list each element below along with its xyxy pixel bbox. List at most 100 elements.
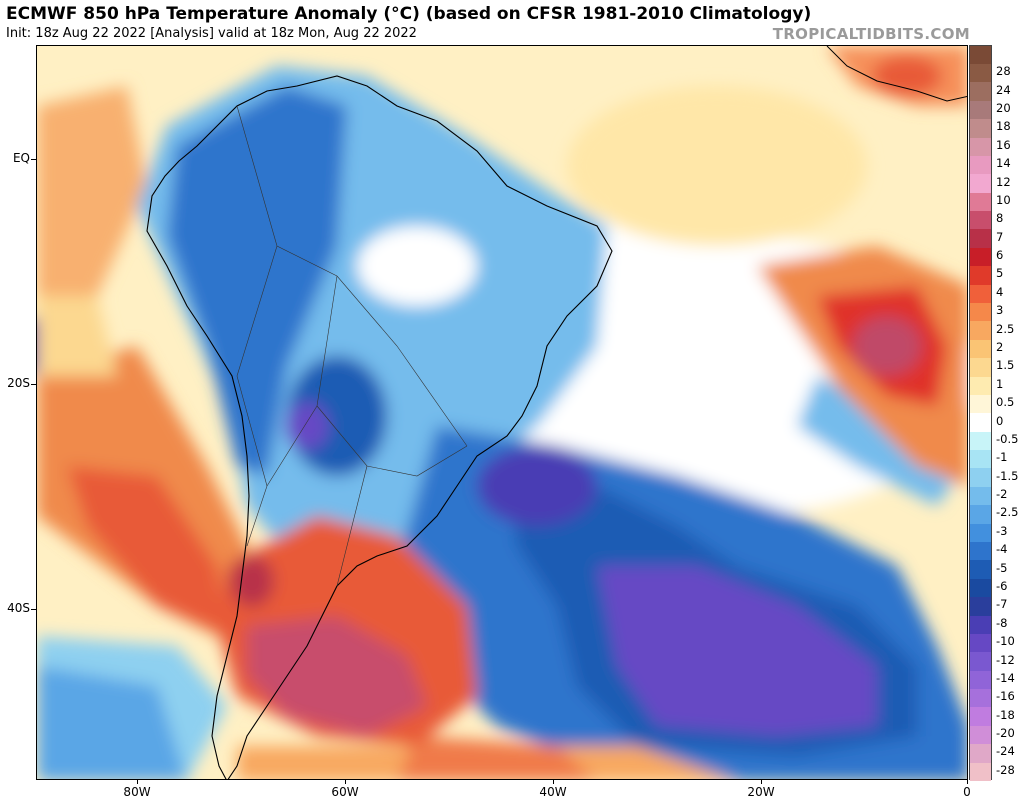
colorbar-label: 28: [996, 64, 1011, 79]
lat-tick: [31, 609, 36, 610]
colorbar-swatch: [970, 211, 991, 230]
lon-label-60w: 60W: [331, 785, 359, 799]
colorbar-swatch: [970, 523, 991, 543]
anomaly-map: [36, 45, 968, 780]
lon-tick: [967, 780, 968, 784]
colorbar-label: -28: [996, 762, 1015, 777]
colorbar-label: 18: [996, 119, 1011, 134]
colorbar-label: -2: [996, 487, 1008, 502]
colorbar-swatch: [970, 670, 991, 690]
lon-tick: [553, 780, 554, 784]
colorbar-swatch: [970, 597, 991, 617]
colorbar-swatch: [970, 505, 991, 525]
lon-tick: [345, 780, 346, 784]
colorbar-label: -7: [996, 597, 1008, 612]
colorbar-swatch: [970, 321, 991, 341]
lon-label-20w: 20W: [747, 785, 775, 799]
colorbar-label: 2.5: [996, 321, 1015, 336]
colorbar-label: -3: [996, 523, 1008, 538]
colorbar-label: -12: [996, 652, 1015, 667]
colorbar-label: 14: [996, 156, 1011, 171]
colorbar-label: -1.5: [996, 468, 1019, 483]
lat-tick: [31, 159, 36, 160]
map-subtitle: Init: 18z Aug 22 2022 [Analysis] valid a…: [6, 26, 417, 41]
africa-coastline: [826, 46, 967, 102]
colorbar-swatch: [970, 652, 991, 672]
colorbar-swatch: [970, 560, 991, 580]
colorbar-label: 1.5: [996, 358, 1015, 373]
colorbar-label: -14: [996, 670, 1015, 685]
colorbar-swatch: [970, 431, 991, 451]
lon-label-40w: 40W: [539, 785, 567, 799]
map-title: ECMWF 850 hPa Temperature Anomaly (°C) (…: [6, 4, 812, 24]
colorbar-label: -10: [996, 634, 1015, 649]
colorbar-swatch: [970, 633, 991, 653]
colorbar-swatch: [970, 229, 991, 249]
colorbar-swatch: [970, 119, 991, 139]
colorbar-label: 0: [996, 413, 1004, 428]
colorbar-swatch: [970, 542, 991, 561]
colorbar-label: -20: [996, 726, 1015, 741]
colorbar-label: 10: [996, 192, 1011, 207]
colorbar-swatch: [970, 247, 991, 267]
colorbar-swatch: [970, 578, 991, 598]
colorbar-swatch: [970, 450, 991, 469]
colorbar-label: 4: [996, 284, 1004, 299]
colorbar-label: -4: [996, 542, 1008, 557]
colorbar-swatch: [970, 46, 991, 64]
colorbar-swatch: [970, 284, 991, 304]
lon-tick: [137, 780, 138, 784]
lat-tick: [31, 384, 36, 385]
colorbar-swatch: [970, 762, 991, 782]
brand-watermark: TROPICALTIDBITS.COM: [772, 25, 970, 43]
colorbar-label: -24: [996, 744, 1015, 759]
country-borders: [236, 105, 468, 587]
colorbar-label: 7: [996, 229, 1004, 244]
colorbar-label: 6: [996, 248, 1004, 263]
colorbar-swatch: [970, 174, 991, 194]
colorbar-label: 8: [996, 211, 1004, 226]
colorbar-swatch: [970, 615, 991, 635]
colorbar-label: 20: [996, 100, 1011, 115]
colorbar-swatch: [970, 192, 991, 212]
anomaly-field: [37, 46, 967, 779]
colorbar-label: -6: [996, 578, 1008, 593]
lat-label-eq: EQ: [12, 151, 30, 165]
colorbar-swatch: [970, 413, 991, 433]
colorbar-label: 3: [996, 303, 1004, 318]
colorbar-swatch: [970, 707, 991, 727]
colorbar-label: -0.5: [996, 431, 1019, 446]
lat-label-20s: 20S: [7, 376, 30, 390]
colorbar-swatch: [970, 64, 991, 83]
colorbar-label: 1: [996, 376, 1004, 391]
colorbar-label: 5: [996, 266, 1004, 281]
lon-label-0: 0: [963, 785, 971, 799]
colorbar-label: 24: [996, 82, 1011, 97]
lat-label-40s: 40S: [7, 601, 30, 615]
colorbar-label: 0.5: [996, 395, 1015, 410]
colorbar-swatch: [970, 468, 991, 488]
colorbar-label: 16: [996, 137, 1011, 152]
colorbar-swatch: [970, 358, 991, 378]
colorbar-swatch: [970, 486, 991, 506]
colorbar-swatch: [970, 689, 991, 708]
lon-tick: [761, 780, 762, 784]
colorbar-swatch: [970, 82, 991, 102]
colorbar-label: 12: [996, 174, 1011, 189]
colorbar-swatch: [970, 137, 991, 157]
colorbar-label: -5: [996, 560, 1008, 575]
colorbar: [969, 45, 992, 782]
colorbar-label: -16: [996, 689, 1015, 704]
colorbar-swatch: [970, 155, 991, 175]
colorbar-swatch: [970, 339, 991, 359]
colorbar-swatch: [970, 303, 991, 322]
colorbar-swatch: [970, 100, 991, 120]
colorbar-swatch: [970, 725, 991, 745]
colorbar-swatch: [970, 376, 991, 396]
colorbar-label: -1: [996, 450, 1008, 465]
colorbar-swatch: [970, 394, 991, 414]
lon-label-80w: 80W: [123, 785, 151, 799]
colorbar-swatch: [970, 744, 991, 764]
colorbar-label: 2: [996, 339, 1004, 354]
south-america-coastline: [146, 75, 613, 779]
